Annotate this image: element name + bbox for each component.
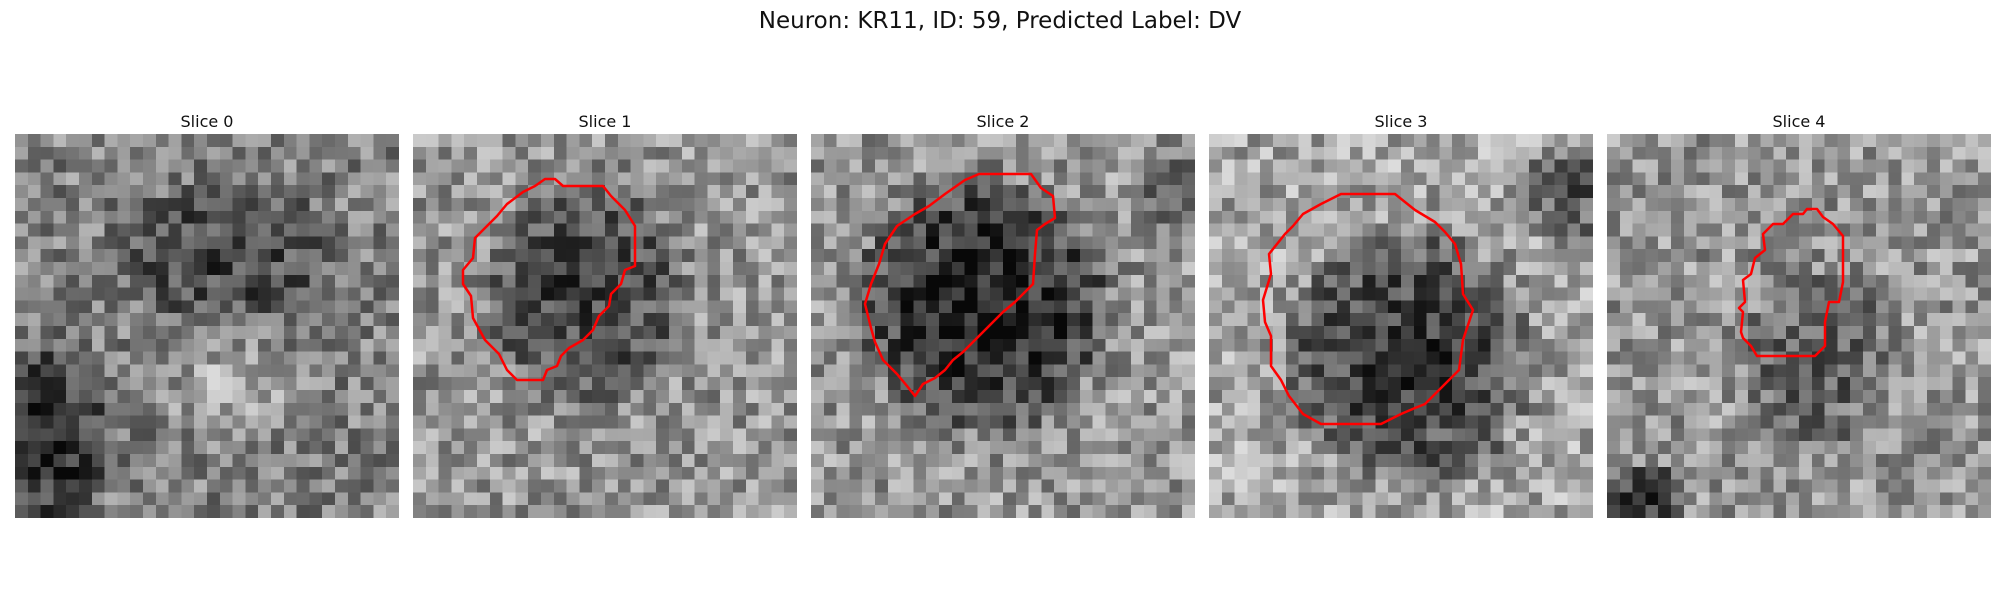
roi-contour-4 <box>1737 207 1845 358</box>
figure-title: Neuron: KR11, ID: 59, Predicted Label: D… <box>758 8 1242 34</box>
slice-image-3 <box>1209 134 1593 518</box>
slice-panel-2: Slice 2 <box>811 110 1195 518</box>
roi-contour-2 <box>863 172 1057 398</box>
slice-title-3: Slice 3 <box>1374 112 1428 131</box>
roi-contour-3 <box>1261 192 1475 426</box>
slice-title-2: Slice 2 <box>976 112 1030 131</box>
slice-title-4: Slice 4 <box>1772 112 1826 131</box>
slice-image-0 <box>15 134 399 518</box>
slice-panel-4: Slice 4 <box>1607 110 1991 518</box>
slice-image-2 <box>811 134 1195 518</box>
slice-image-4 <box>1607 134 1991 518</box>
slice-title-1: Slice 1 <box>578 112 632 131</box>
slice-panel-1: Slice 1 <box>413 110 797 518</box>
slice-panel-0: Slice 0 <box>15 110 399 518</box>
slice-title-0: Slice 0 <box>180 112 234 131</box>
roi-contour-1 <box>461 177 637 382</box>
slice-image-1 <box>413 134 797 518</box>
slice-panel-3: Slice 3 <box>1209 110 1593 518</box>
